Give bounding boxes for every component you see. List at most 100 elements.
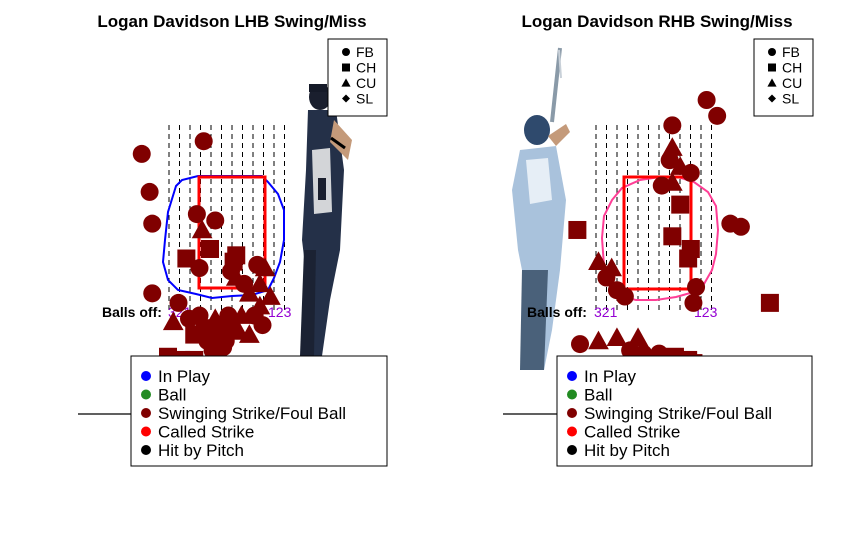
rhb-panel: Logan Davidson RHB Swing/Miss Balls off:… — [503, 12, 814, 467]
pitch-point — [697, 91, 716, 109]
pitch-point — [679, 249, 698, 268]
pitch-point — [187, 205, 206, 224]
pitch-legend-cu-icon — [767, 78, 777, 87]
pitch-point — [260, 286, 281, 305]
pitch-point — [660, 151, 679, 170]
pitch-point — [708, 106, 727, 125]
pitch-point — [143, 214, 162, 233]
pitch-legend-sl-icon — [768, 94, 776, 103]
pitch-point — [669, 156, 691, 175]
pitch-point — [132, 144, 151, 163]
pitch-legend-fb-icon — [342, 48, 350, 56]
result-legend-dot-icon — [567, 445, 577, 455]
result-legend-label: Called Strike — [158, 423, 254, 442]
lhb-pitch-legend-box — [327, 38, 388, 117]
pitch-legend-ch-icon — [768, 63, 776, 72]
pitch-point — [760, 293, 779, 312]
rhb-pitch-legend-box — [753, 38, 814, 117]
pitch-legend-fb-icon — [768, 48, 776, 56]
rhb-strike-zone — [622, 175, 693, 291]
pitch-legend-cu-icon — [341, 78, 351, 87]
pitch-point — [571, 335, 590, 354]
pitch-point — [588, 251, 609, 270]
pitch-point — [615, 287, 634, 306]
pitch-point — [203, 341, 222, 360]
lhb-batter-image — [300, 84, 352, 356]
pitch-point — [190, 259, 209, 278]
rhb-batter-image — [512, 47, 570, 370]
lhb-dashed-grid — [168, 125, 285, 312]
result-legend-dot-icon — [141, 389, 151, 400]
pitch-point — [661, 137, 683, 156]
pitch-point — [588, 330, 609, 350]
rhb-dashed-grid — [595, 125, 712, 312]
pitch-point — [206, 211, 225, 230]
pitch-legend-label: CU — [782, 75, 802, 91]
lhb-panel: Logan Davidson LHB Swing/Miss Balls off:… — [78, 12, 388, 467]
result-legend-label: Called Strike — [584, 423, 680, 442]
pitch-legend-label: CH — [356, 60, 376, 76]
pitch-point — [194, 132, 213, 151]
rhb-result-legend-box — [556, 355, 813, 467]
lhb-balls-off-label: Balls off: — [102, 304, 162, 320]
result-legend-dot-icon — [141, 371, 151, 381]
pitch-point — [177, 249, 196, 268]
pitch-point — [254, 257, 276, 277]
pitch-point — [140, 182, 159, 201]
result-legend-dot-icon — [567, 389, 577, 400]
rhb-balls-off-left-numbers: 321 — [594, 304, 618, 320]
pitch-point — [249, 295, 271, 315]
result-legend-dot-icon — [141, 445, 151, 455]
pitch-legend-label: CH — [782, 60, 802, 76]
result-legend-dot-icon — [567, 426, 577, 437]
pitch-point — [684, 293, 703, 312]
pitch-point — [663, 227, 682, 246]
result-legend-dot-icon — [567, 408, 577, 418]
result-legend-label: Ball — [584, 386, 612, 405]
pitch-point — [201, 239, 219, 258]
result-legend-label: Hit by Pitch — [584, 441, 670, 460]
pitch-point — [671, 195, 690, 214]
result-legend-label: In Play — [584, 367, 636, 386]
result-legend-label: Hit by Pitch — [158, 441, 244, 460]
pitch-legend-label: SL — [782, 91, 799, 107]
lhb-result-legend-box — [130, 355, 388, 467]
rhb-balls-off-label: Balls off: — [527, 304, 587, 320]
pitch-point — [143, 284, 162, 303]
result-legend-dot-icon — [141, 426, 151, 437]
pitch-point — [249, 273, 271, 293]
result-legend-dot-icon — [141, 408, 151, 418]
pitch-point — [253, 316, 272, 335]
pitch-legend-label: FB — [782, 44, 800, 60]
pitch-point — [239, 283, 260, 302]
result-legend-label: In Play — [158, 367, 210, 386]
pitch-point — [627, 327, 649, 347]
pitch-point — [661, 172, 683, 191]
lhb-chart-title: Logan Davidson LHB Swing/Miss — [97, 12, 366, 31]
pitch-point — [731, 217, 750, 236]
lhb-points — [132, 132, 281, 392]
pitch-point — [606, 327, 628, 347]
pitch-legend-ch-icon — [342, 63, 350, 72]
pitch-point — [162, 311, 184, 331]
lhb-balls-off-right-numbers: 123 — [268, 304, 292, 320]
result-legend-dot-icon — [567, 371, 577, 381]
pitch-point — [663, 116, 682, 135]
result-legend-label: Swinging Strike/Foul Ball — [584, 404, 772, 423]
result-legend-label: Swinging Strike/Foul Ball — [158, 404, 346, 423]
pitch-legend-label: FB — [356, 44, 374, 60]
rhb-chart-title: Logan Davidson RHB Swing/Miss — [521, 12, 792, 31]
pitch-point — [687, 278, 706, 297]
pitch-legend-label: SL — [356, 91, 373, 107]
pitch-point — [191, 219, 213, 239]
pitch-point — [568, 220, 587, 239]
result-legend-label: Ball — [158, 386, 186, 405]
pitch-point — [239, 324, 260, 343]
pitch-point — [597, 268, 616, 287]
pitch-legend-label: CU — [356, 75, 376, 91]
